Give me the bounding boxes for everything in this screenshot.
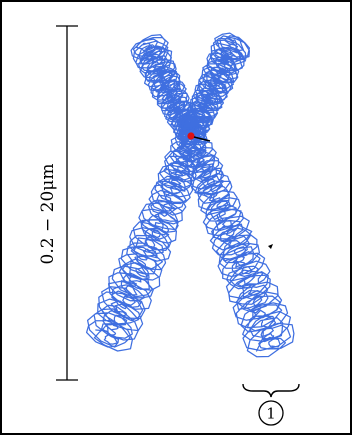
chromatid-brace: 1 xyxy=(242,383,300,426)
arm-upper-right xyxy=(178,32,251,144)
arrowhead-mark xyxy=(268,244,273,249)
arm-lower-right xyxy=(178,125,295,358)
centromere-dot xyxy=(187,132,195,140)
brace-path xyxy=(242,383,300,398)
chromatin-fiber xyxy=(85,32,295,358)
scale-bar-label: 0.2 − 20μm xyxy=(38,164,58,265)
centromere-pointer xyxy=(193,136,211,142)
centromere xyxy=(187,132,211,142)
callout-number: 1 xyxy=(266,405,276,423)
callout-circle xyxy=(258,400,284,426)
arm-lower-left xyxy=(85,127,206,352)
scale-bar: 0.2 − 20μm xyxy=(38,25,78,381)
